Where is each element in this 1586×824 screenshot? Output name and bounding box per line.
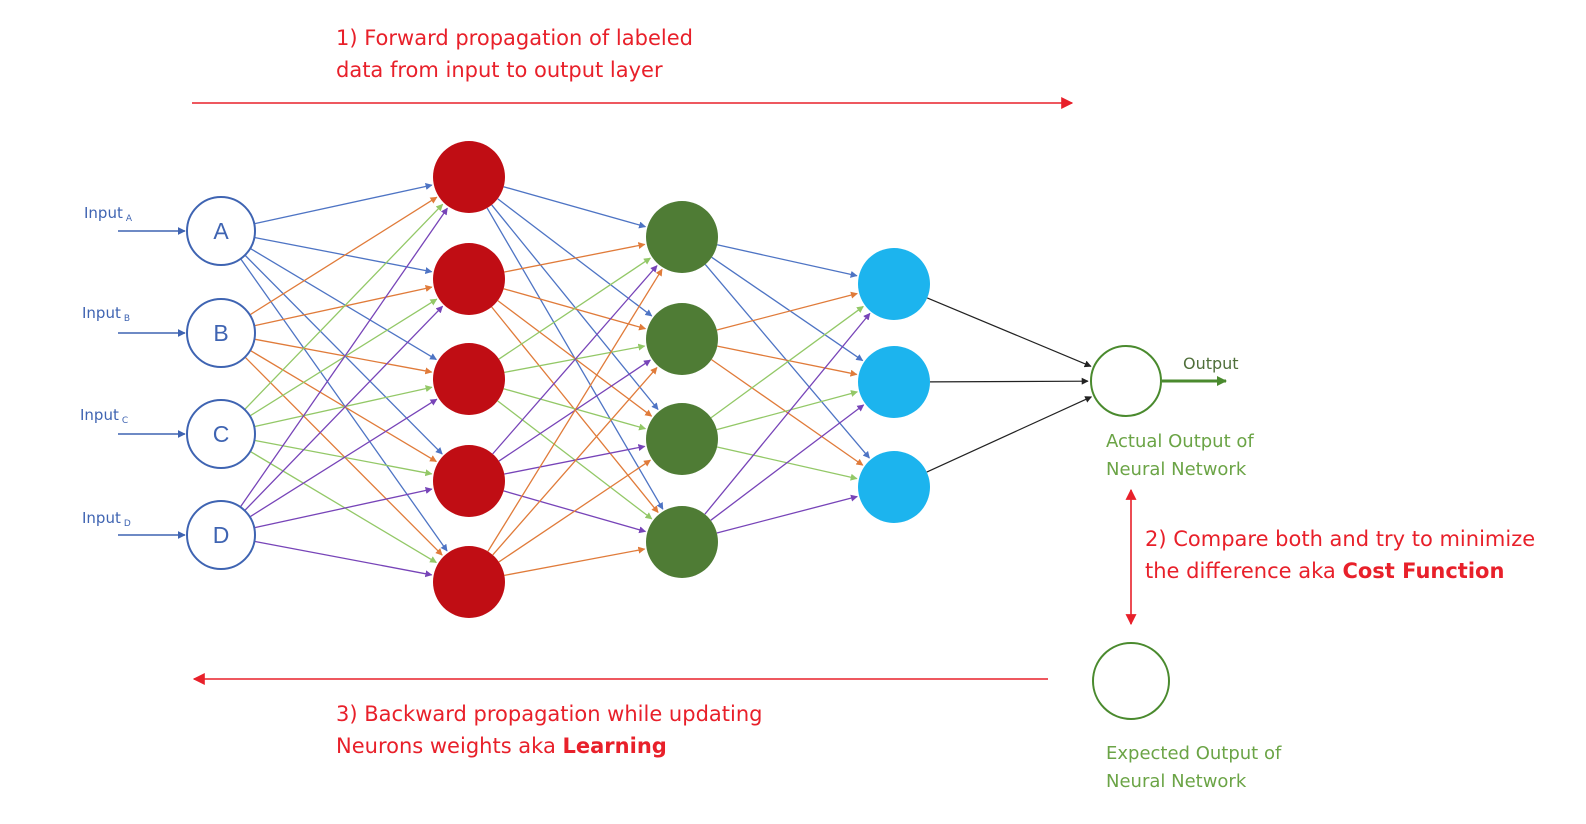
edge-input-0-h1-3 (244, 254, 443, 455)
actual-output-node (1090, 345, 1162, 417)
edge-h2-3-h3-0 (704, 312, 871, 515)
neuron-nodes: A B C D (186, 141, 1170, 720)
connection-edges (118, 183, 1093, 578)
edge-input-1-h1-0 (249, 196, 438, 316)
backward-line-1: 3) Backward propagation while updating (336, 702, 763, 726)
input-label-d: Input D (82, 509, 131, 529)
hidden3-node-2 (858, 451, 930, 523)
edge-h1-3-h2-0 (492, 265, 658, 455)
hidden3-node-1 (858, 346, 930, 418)
backward-line-2: Neurons weights aka Learning (336, 730, 762, 762)
edge-input-3-h1-0 (239, 207, 448, 508)
edge-input-2-h1-2 (254, 385, 433, 428)
forward-line-1: 1) Forward propagation of labeled (336, 26, 693, 50)
input-node-letter: A (213, 218, 229, 244)
edge-h1-1-h2-2 (497, 300, 653, 417)
edge-h2-0-h3-0 (717, 244, 858, 278)
edge-input-1-h1-3 (249, 349, 437, 463)
edge-h1-1-h2-0 (504, 242, 646, 273)
compare-line-1: 2) Compare both and try to minimize (1145, 527, 1536, 551)
compare-line-2: the difference aka Cost Function (1145, 555, 1535, 587)
edge-input-0-h1-4 (240, 258, 448, 552)
edge-h1-2-h2-2 (503, 388, 647, 431)
expected-output-line-2: Neural Network (1106, 771, 1247, 792)
expected-output-caption: Expected Output of Neural Network (1106, 740, 1281, 796)
output-label: Output (1183, 354, 1239, 373)
edge-h2-0-h3-1 (711, 256, 864, 362)
process-arrows (192, 97, 1227, 685)
edge-input-3-h1-4 (254, 540, 433, 578)
cost-function-label: Cost Function (1342, 559, 1505, 583)
edge-input-0-h1-0 (254, 183, 433, 225)
forward-propagation-text: 1) Forward propagation of labeled data f… (336, 22, 693, 86)
input-node-d: D (186, 500, 256, 570)
hidden1-node-3 (433, 445, 505, 517)
hidden2-node-0 (646, 201, 718, 273)
edge-input-3-h1-1 (244, 305, 444, 512)
input-node-circle (186, 500, 256, 570)
edge-input-2-h1-0 (244, 203, 444, 410)
edge-h1-4-h2-3 (504, 546, 646, 576)
edge-h2-3-h3-2 (716, 494, 858, 534)
forward-line-2: data from input to output layer (336, 58, 663, 82)
edge-input-0-h1-2 (249, 247, 437, 361)
input-node-c: C (186, 399, 256, 469)
edge-h1-4-h2-0 (487, 268, 663, 552)
edge-h2-3-h3-1 (710, 404, 865, 521)
edge-h1-0-h2-0 (503, 186, 647, 229)
edge-h2-2-h3-0 (710, 305, 864, 419)
input-label-c: Input C (80, 406, 129, 426)
hidden2-node-1 (646, 303, 718, 375)
edge-h1-3-h2-2 (504, 444, 646, 475)
edge-h2-1-h3-2 (711, 359, 864, 466)
edge-input-2-h1-3 (254, 439, 433, 477)
hidden1-node-1 (433, 243, 505, 315)
actual-output-line-2: Neural Network (1106, 459, 1247, 480)
input-node-a: A (186, 196, 256, 266)
edge-h1-0-h2-2 (491, 204, 659, 411)
edge-h3-0-output (926, 297, 1092, 368)
input-node-letter: D (213, 522, 230, 548)
edge-input-2-h1-4 (249, 450, 437, 564)
learning-label: Learning (562, 734, 667, 758)
input-node-circle (186, 196, 256, 266)
input-node-letter: B (213, 320, 228, 346)
hidden2-node-2 (646, 403, 718, 475)
edge-input-3-h1-2 (249, 398, 438, 518)
edge-h1-4-h2-1 (492, 367, 658, 556)
edge-h1-4-h2-2 (498, 459, 652, 563)
input-node-circle (186, 298, 256, 368)
edge-h2-1-h3-1 (717, 345, 858, 377)
hidden1-node-0 (433, 141, 505, 213)
edge-h2-2-h3-1 (716, 390, 858, 431)
input-node-b: B (186, 298, 256, 368)
backward-propagation-text: 3) Backward propagation while updating N… (336, 698, 762, 762)
edge-input-1-h1-4 (244, 356, 443, 556)
hidden1-node-2 (433, 343, 505, 415)
edge-input-3-h1-3 (254, 487, 433, 529)
compare-text: 2) Compare both and try to minimize the … (1145, 523, 1535, 587)
expected-output-node (1092, 642, 1170, 720)
actual-output-line-1: Actual Output of (1106, 431, 1254, 452)
edge-input-0-h1-1 (254, 236, 433, 275)
input-label-a: Input A (84, 204, 133, 224)
expected-output-line-1: Expected Output of (1106, 743, 1282, 764)
backward-line-2-text: Neurons weights aka (336, 734, 563, 758)
compare-line-2-text: the difference aka (1145, 559, 1343, 583)
edge-h1-2-h2-0 (498, 257, 651, 360)
input-label-b: Input B (82, 304, 131, 324)
hidden2-node-3 (646, 506, 718, 578)
input-node-circle (186, 399, 256, 469)
edge-input-1-h1-2 (254, 338, 433, 375)
edge-h2-1-h3-0 (716, 291, 858, 331)
actual-output-caption: Actual Output of Neural Network (1106, 428, 1254, 484)
edge-h3-1-output (929, 377, 1089, 385)
edge-h3-2-output (926, 396, 1093, 473)
hidden1-node-4 (433, 546, 505, 618)
edge-input-1-h1-1 (254, 285, 433, 327)
input-node-letter: C (213, 421, 230, 447)
edge-h1-0-h2-1 (497, 198, 653, 317)
hidden3-node-0 (858, 248, 930, 320)
